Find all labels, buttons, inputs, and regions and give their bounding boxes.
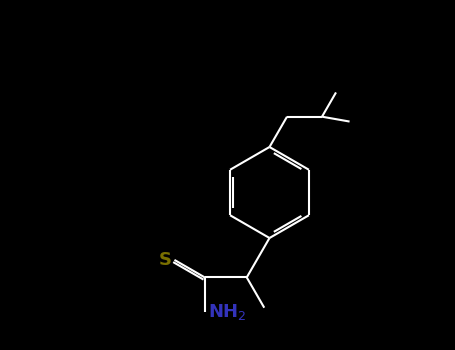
Text: S: S — [159, 251, 172, 269]
Text: NH$_2$: NH$_2$ — [208, 302, 247, 322]
